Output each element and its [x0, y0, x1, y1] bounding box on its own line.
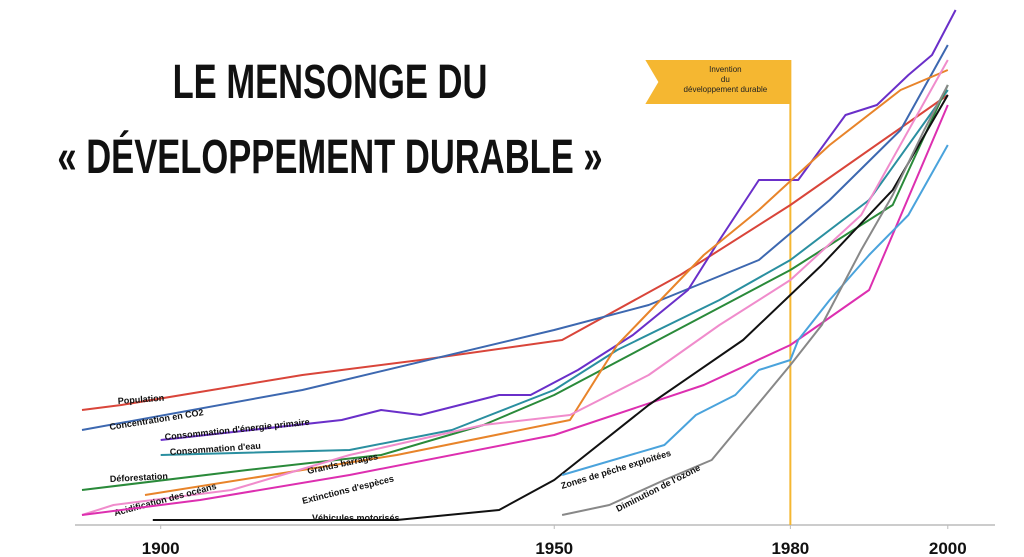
series-label: Extinctions d'espèces	[301, 473, 395, 505]
x-tick-label: 1950	[535, 539, 573, 557]
series-line	[561, 84, 949, 516]
series-label: Population	[117, 393, 164, 406]
series-line	[81, 104, 949, 516]
chart-title: « DÉVELOPPEMENT DURABLE »	[57, 129, 602, 183]
x-tick-label: 1900	[142, 539, 180, 557]
series-line	[561, 144, 949, 476]
x-tick-label: 2000	[929, 539, 967, 557]
series-label: Véhicules motorisés	[312, 513, 400, 523]
series-line	[152, 94, 949, 521]
series-line	[160, 9, 957, 441]
series-line	[144, 69, 949, 496]
series-label: Consommation d'énergie primaire	[164, 417, 310, 442]
series-line	[81, 44, 949, 431]
series-label: Concentration en CO2	[109, 407, 204, 432]
series-line	[81, 94, 949, 411]
title-group: LE MENSONGE DU « DÉVELOPPEMENT DURABLE »	[57, 54, 602, 183]
series-label: Déforestation	[110, 471, 168, 484]
annotation-text: Invention	[709, 65, 741, 74]
chart-title: LE MENSONGE DU	[173, 54, 488, 108]
annotation-text: développement durable	[684, 85, 768, 94]
annotation-flag	[645, 60, 791, 104]
x-tick-label: 1980	[771, 539, 809, 557]
series-line	[81, 59, 949, 516]
annotation-text: du	[721, 75, 730, 84]
series-line	[160, 89, 949, 456]
